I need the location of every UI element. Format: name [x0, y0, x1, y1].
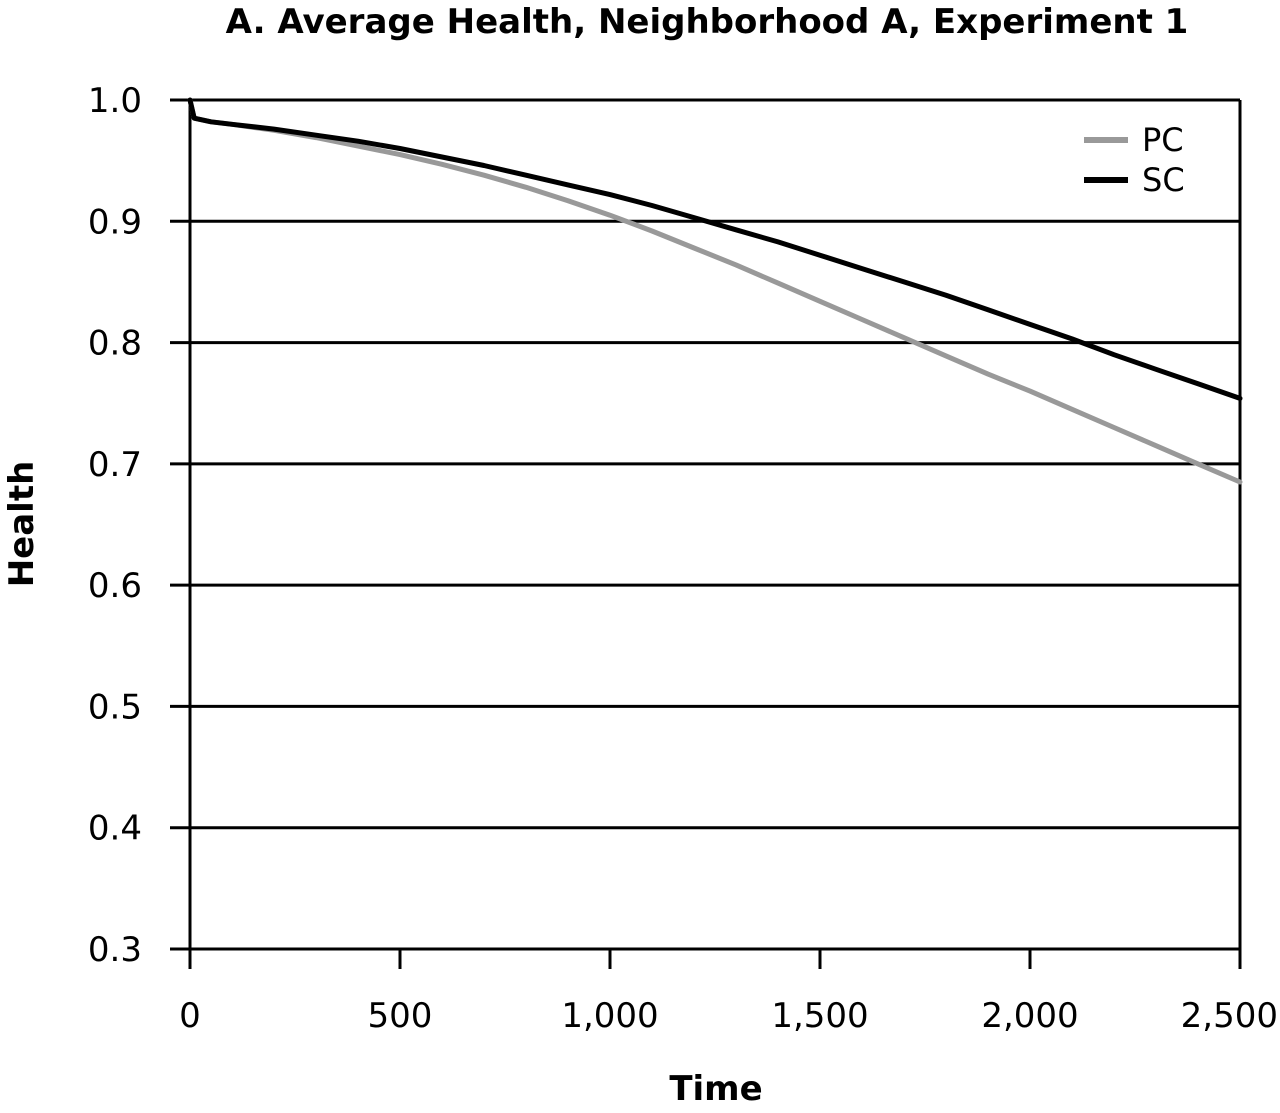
y-tick-label: 0.4	[88, 809, 142, 849]
series-lines	[187, 97, 1243, 485]
x-tick-label: 500	[368, 996, 433, 1036]
y-tick-label: 0.5	[88, 687, 142, 727]
axes	[170, 98, 1242, 969]
x-axis-title: Time	[669, 1069, 762, 1109]
x-tick-label: 1,000	[561, 996, 658, 1036]
gridlines	[190, 98, 1240, 951]
axis-labels: Time Health 0.3 0.4 0.5 0.6 0.7 0.8 0.9 1.0 0 500…	[2, 81, 1278, 1109]
y-tick-label: 0.8	[88, 324, 142, 364]
x-tick-label: 0	[179, 996, 201, 1036]
legend-label-sc: SC	[1142, 161, 1185, 199]
y-tick-label: 1.0	[88, 81, 142, 121]
chart-title: A. Average Health, Neighborhood A, Exper…	[225, 2, 1189, 42]
y-tick-label: 0.6	[88, 566, 142, 606]
y-axis-title: Health	[2, 461, 42, 588]
y-tick-label: 0.9	[88, 202, 142, 242]
legend-label-pc: PC	[1142, 121, 1184, 159]
x-tick-label: 2,500	[1181, 996, 1278, 1036]
series-line-sc	[187, 97, 1243, 401]
x-tick-label: 2,000	[981, 996, 1078, 1036]
x-tick-label: 1,500	[771, 996, 868, 1036]
y-tick-label: 0.3	[88, 930, 142, 970]
series-line-pc	[187, 97, 1243, 485]
y-tick-label: 0.7	[88, 445, 142, 485]
